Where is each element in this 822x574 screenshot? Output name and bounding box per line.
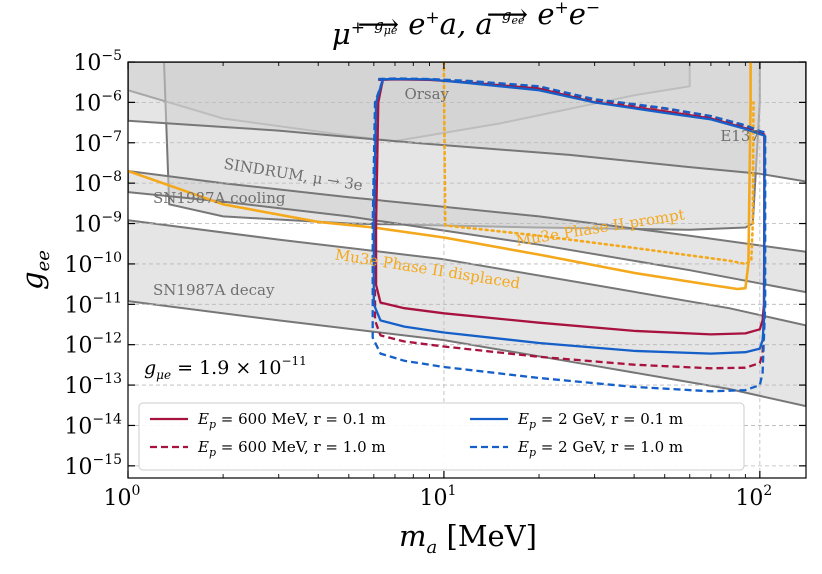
- y-tick-label: 10−8: [73, 169, 122, 197]
- projection-mu3e-phase-ii-prompt: [442, 62, 755, 266]
- series-group: [371, 77, 767, 393]
- region-label-e137: E137: [720, 127, 760, 145]
- y-tick-label: 10−15: [65, 452, 123, 480]
- region-label-sn1987a-cooling: SN1987A cooling: [153, 189, 286, 207]
- x-tick-label: 100: [104, 483, 141, 511]
- region-sn1987a-cooling: [128, 170, 806, 294]
- y-tick-label: 10−6: [73, 88, 122, 116]
- plot-frame: [127, 61, 807, 479]
- series-e-p-2-gev-r-1-0-m: [371, 77, 767, 393]
- y-tick-label: 10−5: [73, 48, 122, 76]
- legend-label: Ep = 2 GeV, r = 1.0 m: [517, 438, 683, 459]
- y-tick-label: 10−13: [65, 371, 123, 399]
- legend: Ep = 600 MeV, r = 0.1 m Ep = 600 MeV, r =…: [138, 402, 745, 471]
- legend-label: Ep = 600 MeV, r = 0.1 m: [197, 410, 386, 431]
- chart-title-group: μ+ gμe⟶ e+a, a gee⟶ e+e−: [332, 0, 600, 51]
- region-label-sn1987a-decay: SN1987A decay: [153, 281, 275, 299]
- y-tick-label: 10−9: [73, 210, 122, 238]
- series-e-p-600-mev-r-1-0-m: [373, 77, 766, 370]
- region-sindrum-3e: [128, 62, 806, 183]
- legend-label: Ep = 2 GeV, r = 0.1 m: [517, 410, 683, 431]
- x-tick-label: 102: [735, 483, 772, 511]
- projection-mu3e-phase-ii-displaced: [128, 62, 752, 291]
- y-tick-label: 10−12: [65, 331, 123, 359]
- excluded-regions: [128, 62, 806, 408]
- series-e-p-2-gev-r-0-1-m: [372, 77, 766, 355]
- y-axis-label: gee: [15, 250, 54, 290]
- y-tick-label: 10−14: [64, 411, 122, 439]
- y-tick-label: 10−11: [65, 290, 123, 318]
- x-axis-label: ma [MeV]: [399, 519, 537, 558]
- region-label-orsay: Orsay: [404, 85, 449, 103]
- gmue-annotation: gμe = 1.9 × 10−11: [144, 354, 307, 382]
- y-tick-label: 10−7: [73, 129, 122, 157]
- legend-box: [138, 402, 745, 471]
- legend-label: Ep = 600 MeV, r = 1.0 m: [197, 438, 386, 459]
- projections: [128, 62, 755, 291]
- x-tick-label: 101: [419, 483, 456, 511]
- axis-ticks: 100 101 102 10−5 10−6 10−7 10−8 10−9 10−10 10−11 1…: [64, 48, 806, 511]
- chart-title: μ+ gμe⟶ e+a, a gee⟶ e+e−: [332, 0, 600, 51]
- y-tick-label: 10−10: [65, 250, 123, 278]
